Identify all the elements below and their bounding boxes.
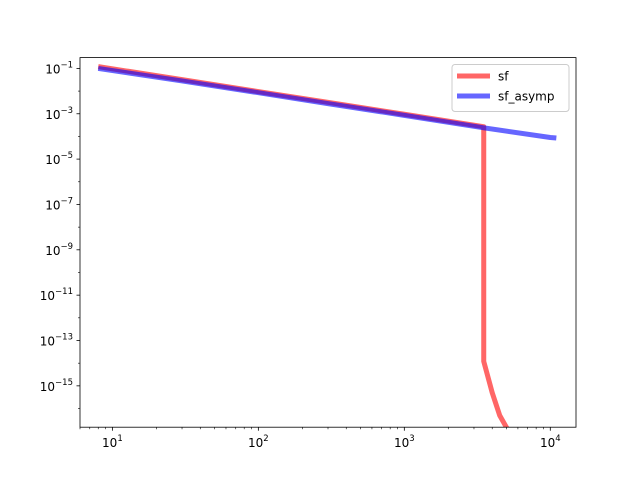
x-axis: 101 102 103 104	[79, 427, 561, 450]
y-tick-label: 10−15	[40, 378, 73, 394]
x-tick-label: 104	[540, 434, 561, 450]
y-tick-label: 10−13	[40, 332, 73, 348]
legend-label-sf: sf	[498, 70, 509, 84]
legend: sf sf_asymp	[451, 64, 570, 112]
x-tick-label: 102	[248, 434, 269, 450]
y-axis: 10−1 10−3 10−5 10−7 10−9 10−11 10−13 10−15	[40, 60, 80, 409]
y-tick-label: 10−3	[45, 106, 73, 122]
series-layer	[97, 64, 557, 428]
y-tick-label: 10−5	[45, 151, 73, 167]
y-tick-label: 10−1	[45, 60, 73, 76]
legend-box	[451, 64, 570, 112]
x-tick-label: 101	[102, 434, 123, 450]
x-tick-label: 103	[394, 434, 415, 450]
y-tick-label: 10−9	[45, 242, 73, 258]
legend-label-sf-asymp: sf_asymp	[498, 90, 555, 104]
y-tick-label: 10−11	[40, 287, 73, 303]
series-line-sf-asymp	[97, 65, 557, 141]
y-tick-label: 10−7	[45, 196, 73, 212]
